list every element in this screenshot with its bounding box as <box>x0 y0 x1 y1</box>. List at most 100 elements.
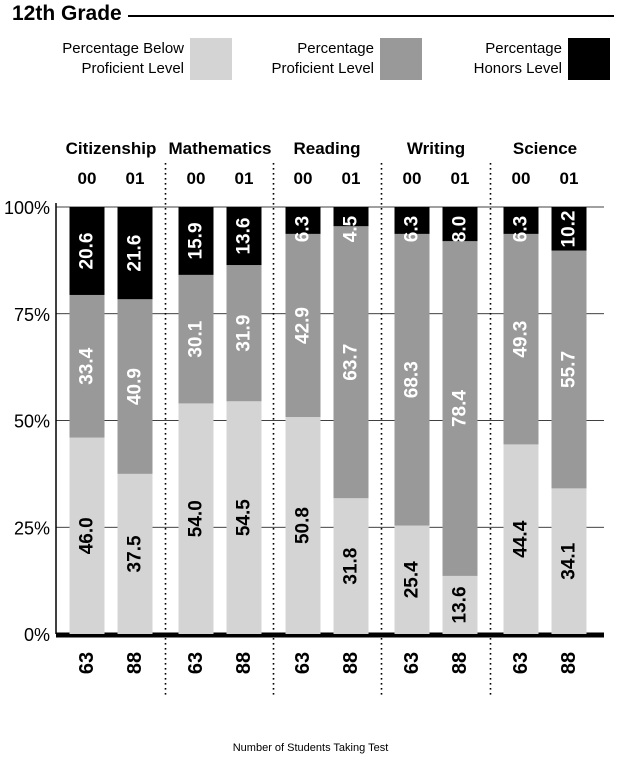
year-label: 00 <box>294 169 313 188</box>
data-label-honors: 21.6 <box>125 235 146 272</box>
y-tick-label: 0% <box>24 625 50 645</box>
y-tick-label: 75% <box>14 305 50 325</box>
year-label: 00 <box>78 169 97 188</box>
data-label-proficient: 68.3 <box>402 361 423 398</box>
bar-segment-honors <box>226 207 262 266</box>
year-label: 00 <box>512 169 531 188</box>
year-label: 01 <box>560 169 579 188</box>
bar-segment-below <box>394 525 430 634</box>
bar-segment-proficient <box>503 233 539 445</box>
year-label: 00 <box>403 169 422 188</box>
bar-segment-honors <box>442 207 478 242</box>
student-count-label: 88 <box>558 652 580 674</box>
data-label-below: 13.6 <box>450 586 471 623</box>
student-count-label: 88 <box>340 652 362 674</box>
data-label-honors: 8.0 <box>450 216 471 242</box>
bar-segment-proficient <box>394 233 430 526</box>
bar-segment-honors <box>333 207 369 227</box>
bar-segment-proficient <box>442 241 478 576</box>
legend-item-proficient: Percentage Proficient Level <box>0 38 422 80</box>
group-label: Science <box>513 139 577 158</box>
data-label-below: 37.5 <box>125 535 146 572</box>
bar-segment-below <box>333 498 369 634</box>
legend-swatch-proficient <box>380 38 422 80</box>
y-tick-label: 100% <box>4 198 50 218</box>
bar-segment-proficient <box>178 274 214 404</box>
group-label: Reading <box>293 139 360 158</box>
data-label-honors: 6.3 <box>511 216 532 242</box>
data-label-below: 50.8 <box>293 507 314 544</box>
bar-segment-below <box>226 401 262 634</box>
bar-segment-proficient <box>226 265 262 402</box>
data-label-below: 34.1 <box>559 542 580 579</box>
year-label: 01 <box>342 169 361 188</box>
legend-item-honors: Percentage Honors Level <box>0 38 610 80</box>
bar-segment-honors <box>394 207 430 234</box>
year-label: 01 <box>235 169 254 188</box>
legend-swatch-below <box>190 38 232 80</box>
y-tick-label: 50% <box>14 412 50 432</box>
data-label-honors: 20.6 <box>77 232 98 269</box>
data-label-proficient: 49.3 <box>511 321 532 358</box>
page-title: 12th Grade <box>12 2 128 26</box>
bar-segment-honors <box>69 207 105 295</box>
data-label-honors: 6.3 <box>402 216 423 242</box>
bar-segment-honors <box>503 207 539 234</box>
data-label-honors: 10.2 <box>559 211 580 248</box>
student-count-label: 88 <box>233 652 255 674</box>
data-label-proficient: 31.9 <box>234 315 255 352</box>
bar-segment-below <box>69 437 105 634</box>
legend-label-honors: Percentage Honors Level <box>473 40 562 77</box>
group-label: Writing <box>407 139 465 158</box>
bar-segment-below <box>178 403 214 634</box>
data-label-proficient: 42.9 <box>293 307 314 344</box>
data-label-below: 31.8 <box>341 548 362 585</box>
bar-segment-proficient <box>69 294 105 438</box>
bar-segment-proficient <box>333 226 369 499</box>
data-label-below: 44.4 <box>511 520 532 557</box>
data-label-honors: 13.6 <box>234 218 255 255</box>
data-label-proficient: 63.7 <box>341 344 362 381</box>
legend-label-below: Percentage Below Proficient Level <box>62 40 184 77</box>
student-count-label: 63 <box>401 652 423 674</box>
bar-segment-honors <box>551 207 587 251</box>
bar-segment-below <box>503 444 539 634</box>
year-label: 01 <box>451 169 470 188</box>
bar-segment-honors <box>285 207 321 234</box>
data-label-below: 54.0 <box>186 500 207 537</box>
bar-segment-honors <box>117 207 153 300</box>
legend-swatch-honors <box>568 38 610 80</box>
footnote-students-taking-test: Number of Students Taking Test <box>232 742 389 754</box>
bar-segment-below <box>117 473 153 634</box>
student-count-label: 88 <box>449 652 471 674</box>
data-label-proficient: 33.4 <box>77 347 98 384</box>
data-label-proficient: 30.1 <box>186 320 207 357</box>
student-count-label: 63 <box>185 652 207 674</box>
student-count-label: 63 <box>292 652 314 674</box>
bar-segment-proficient <box>285 233 321 418</box>
data-label-proficient: 55.7 <box>559 351 580 388</box>
data-label-below: 25.4 <box>402 561 423 598</box>
y-tick-label: 25% <box>14 518 50 538</box>
data-label-honors: 6.3 <box>293 216 314 242</box>
data-label-below: 46.0 <box>77 517 98 554</box>
year-label: 01 <box>126 169 145 188</box>
student-count-label: 63 <box>76 652 98 674</box>
student-count-label: 63 <box>510 652 532 674</box>
stacked-bar-chart: 0% 25% 50% 75% 100% Citizenship 00 01 Mathematic… <box>4 139 604 695</box>
title-rule <box>12 15 614 17</box>
data-label-below: 54.5 <box>234 499 255 536</box>
bar-segment-below <box>442 575 478 634</box>
bar-segment-below <box>285 417 321 634</box>
data-label-honors: 4.5 <box>341 215 362 242</box>
bar-segment-proficient <box>551 250 587 489</box>
year-label: 00 <box>187 169 206 188</box>
bar-segment-proficient <box>117 299 153 474</box>
student-count-label: 88 <box>124 652 146 674</box>
data-label-honors: 15.9 <box>186 222 207 259</box>
bar-segment-below <box>551 488 587 634</box>
legend-label-proficient: Percentage Proficient Level <box>271 40 374 77</box>
group-label: Mathematics <box>169 139 272 158</box>
data-label-proficient: 78.4 <box>450 390 471 427</box>
bar-segment-honors <box>178 207 214 275</box>
